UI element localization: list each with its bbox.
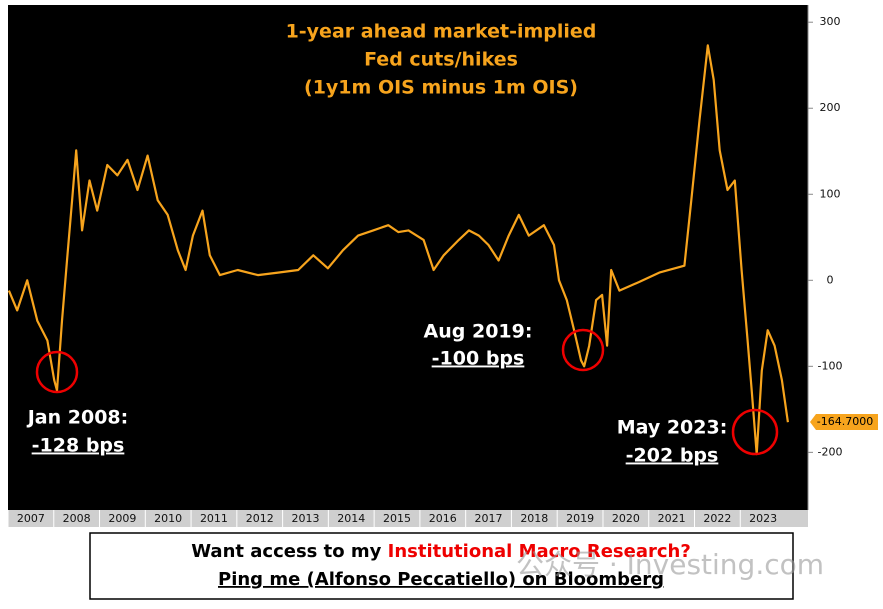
x-tick-label: 2013 — [291, 512, 319, 525]
y-tick-label: 300 — [820, 15, 841, 28]
x-tick-label: 2011 — [200, 512, 228, 525]
y-tick-label: -100 — [818, 359, 843, 372]
x-tick-label: 2017 — [475, 512, 503, 525]
annotation: -100 bps — [432, 348, 525, 370]
y-tick-label: 0 — [827, 273, 834, 286]
footer-box — [89, 532, 794, 600]
x-tick-label: 2023 — [749, 512, 777, 525]
x-tick-label: 2019 — [566, 512, 594, 525]
footer-line: Ping me (Alfonso Peccatiello) on Bloombe… — [218, 569, 664, 590]
x-tick-label: 2015 — [383, 512, 411, 525]
annotation: May 2023: — [617, 417, 728, 439]
lines — [7, 44, 789, 456]
footer-highlight: Institutional Macro Research? — [388, 541, 691, 562]
title-line: (1y1m OIS minus 1m OIS) — [304, 77, 578, 99]
title-line: 1-year ahead market-implied — [286, 21, 597, 43]
annotation: -128 bps — [32, 435, 125, 457]
x-tick-label: 2022 — [703, 512, 731, 525]
x-tick-label: 2020 — [612, 512, 640, 525]
highlight-circle — [731, 408, 779, 456]
x-tick-label: 2021 — [658, 512, 686, 525]
annotation: Jan 2008: — [26, 407, 129, 429]
x-axis-strip — [8, 510, 808, 527]
footer-line: Want access to my Institutional Macro Re… — [191, 541, 691, 562]
x-tick-label: 2012 — [246, 512, 274, 525]
highlight-circle — [561, 328, 605, 372]
x-tick-label: 2007 — [17, 512, 45, 525]
line — [7, 44, 789, 456]
annotation: Aug 2019: — [424, 321, 533, 343]
x-tick-label: 2010 — [154, 512, 182, 525]
y-tick-label: 100 — [820, 187, 841, 200]
last-value-label: -164.7000 — [817, 415, 873, 428]
x-tick-label: 2018 — [520, 512, 548, 525]
plot-background — [8, 5, 808, 510]
highlight-circle — [35, 350, 79, 394]
annotation: -202 bps — [626, 445, 719, 467]
title-line: Fed cuts/hikes — [364, 49, 518, 71]
ticks: 2007 2008 2009 2010 2011 2012 2013 2014 2015 2016… — [7, 15, 878, 527]
last-value-tag — [810, 413, 878, 430]
x-tick-label: 2008 — [63, 512, 91, 525]
x-tick-label: 2016 — [429, 512, 457, 525]
y-tick-label: -200 — [818, 445, 843, 458]
watermark: 公众号 · Investing.com — [516, 548, 824, 581]
footer-text: Want access to my — [191, 541, 387, 562]
y-tick-label: 200 — [820, 101, 841, 114]
x-tick-label: 2009 — [108, 512, 136, 525]
x-tick-label: 2014 — [337, 512, 365, 525]
